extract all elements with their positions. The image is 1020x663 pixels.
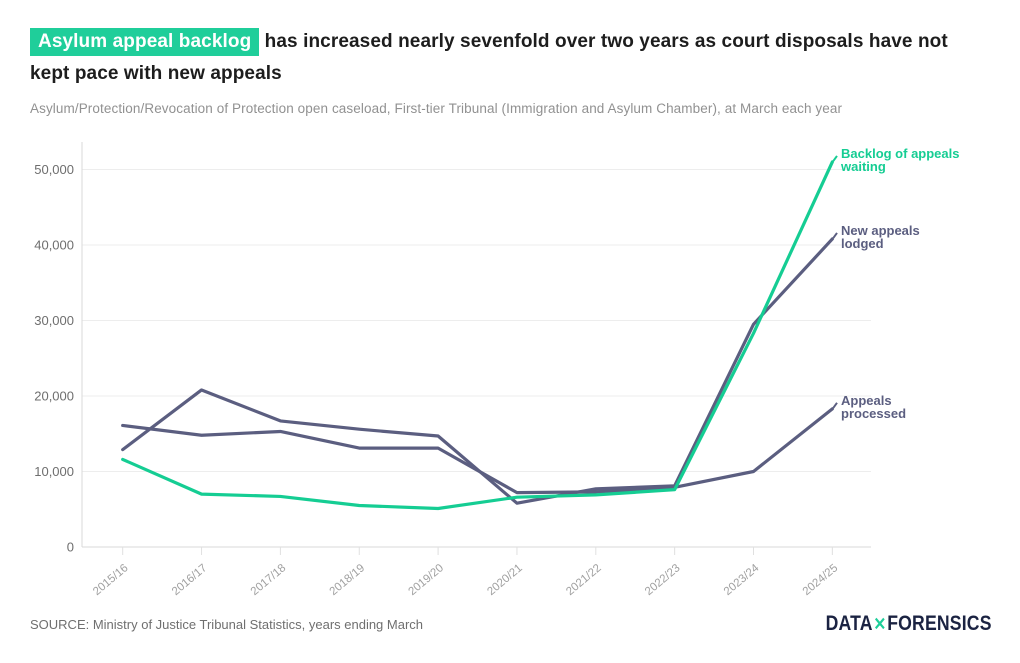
chart-subtitle: Asylum/Protection/Revocation of Protecti… [30, 101, 843, 116]
x-axis-label: 2019/20 [406, 562, 446, 598]
series-label-leader-0 [832, 155, 838, 162]
chart-area: 0 10,000 20,000 30,000 40,000 50,000 2015/16 20… [0, 130, 1020, 608]
y-axis-label: 40,000 [34, 238, 74, 253]
series-label-0: Backlog of appeals [841, 146, 959, 161]
headline-highlight: Asylum appeal backlog [30, 28, 260, 56]
series-label-0: waiting [840, 159, 886, 174]
logo-text-right: FORENSICS [887, 612, 992, 635]
series-label-leader-2 [832, 402, 838, 409]
headline: Asylum appeal backlog has increased near… [30, 26, 988, 90]
series-label-leader-1 [832, 232, 838, 239]
x-axis-label: 2023/24 [722, 562, 762, 598]
x-axis-label: 2015/16 [91, 562, 131, 598]
series-label-1: lodged [841, 236, 884, 251]
headline-rest: has increased nearly sevenfold over two … [30, 31, 948, 84]
chart-header: Asylum appeal backlog has increased near… [30, 26, 988, 116]
data-forensics-logo: DATA✕FORENSICS [826, 612, 992, 636]
logo-x-icon: ✕ [873, 614, 887, 634]
x-axis-label: 2017/18 [249, 562, 289, 598]
x-axis-label: 2020/21 [485, 562, 525, 598]
series-line-1 [121, 237, 834, 505]
series-line-2 [121, 407, 834, 495]
x-axis-label: 2016/17 [170, 562, 210, 598]
series-label-1: New appeals [841, 223, 920, 238]
y-axis-label: 10,000 [34, 464, 74, 479]
x-axis-label: 2022/23 [643, 562, 683, 598]
y-axis-label: 20,000 [34, 389, 74, 404]
footer: SOURCE: Ministry of Justice Tribunal Sta… [30, 606, 992, 642]
y-axis-label: 0 [67, 540, 74, 555]
y-axis-label: 30,000 [34, 313, 74, 328]
x-axis-label: 2018/19 [328, 562, 368, 598]
y-axis-label: 50,000 [34, 162, 74, 177]
x-axis-label: 2024/25 [801, 562, 841, 598]
source-note: SOURCE: Ministry of Justice Tribunal Sta… [30, 616, 424, 632]
logo-text-left: DATA [825, 612, 874, 635]
series-label-2: Appeals [841, 393, 892, 408]
x-axis-label: 2021/22 [564, 562, 604, 598]
series-label-2: processed [841, 406, 906, 421]
series-line-0 [121, 160, 834, 511]
line-chart: 0 10,000 20,000 30,000 40,000 50,000 2015/16 20… [34, 142, 959, 598]
